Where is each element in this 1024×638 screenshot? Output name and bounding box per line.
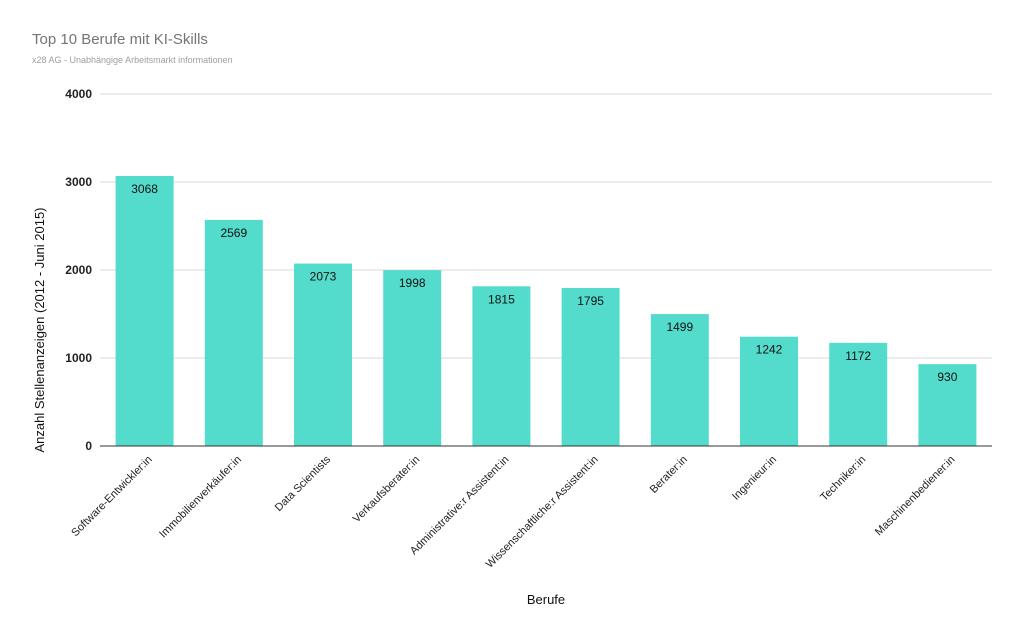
chart-subtitle: x28 AG - Unabhängige Arbeitsmarkt inform… <box>32 55 233 65</box>
data-label: 2569 <box>220 226 247 240</box>
x-tick-label: Verkaufsberater:in <box>351 454 423 526</box>
data-label: 1998 <box>399 276 426 290</box>
y-tick-label: 2000 <box>65 263 92 277</box>
y-tick-label: 0 <box>85 439 92 453</box>
data-label: 2073 <box>310 270 337 284</box>
data-label: 1172 <box>845 349 871 363</box>
bar <box>204 219 263 446</box>
bar <box>294 263 352 446</box>
data-label: 1815 <box>488 292 515 306</box>
bar <box>650 314 709 446</box>
bars <box>115 176 977 447</box>
x-tick-label: Techniker:in <box>818 454 868 504</box>
x-axis-title: Berufe <box>527 592 565 607</box>
x-tick-label: Data Scientists <box>273 453 334 514</box>
bar <box>115 176 174 447</box>
y-tick-label: 3000 <box>65 175 92 189</box>
x-tick-label: Berater:in <box>648 454 690 496</box>
data-label: 1242 <box>756 343 783 357</box>
y-tick-label: 1000 <box>65 351 92 365</box>
x-tick-label: Maschinenbediener:in <box>873 454 958 539</box>
data-label: 1795 <box>577 294 604 308</box>
x-tick-label: Ingenieur:in <box>730 454 779 503</box>
bar <box>740 336 798 446</box>
chart-title: Top 10 Berufe mit KI-Skills <box>32 31 208 48</box>
x-tick-label: Immobilienverkäufer:in <box>157 454 244 541</box>
y-tick-label: 4000 <box>65 87 92 101</box>
data-labels: 3068 2569 2073 1998 1815 1795 1499 1242 1172 930 <box>131 182 957 384</box>
bar <box>829 342 888 446</box>
bar <box>383 270 442 446</box>
bar <box>472 286 531 446</box>
x-tick-label: Software-Entwickler:in <box>69 454 154 539</box>
x-tick-label: Administrative:r Assistent:in <box>408 454 512 558</box>
y-axis-title: Anzahl Stellenanzeigen (2012 - Juni 2015… <box>32 207 47 452</box>
bar <box>918 364 977 446</box>
data-label: 930 <box>937 370 957 384</box>
data-label: 3068 <box>131 182 158 196</box>
data-label: 1499 <box>666 320 693 334</box>
bar <box>561 288 620 446</box>
